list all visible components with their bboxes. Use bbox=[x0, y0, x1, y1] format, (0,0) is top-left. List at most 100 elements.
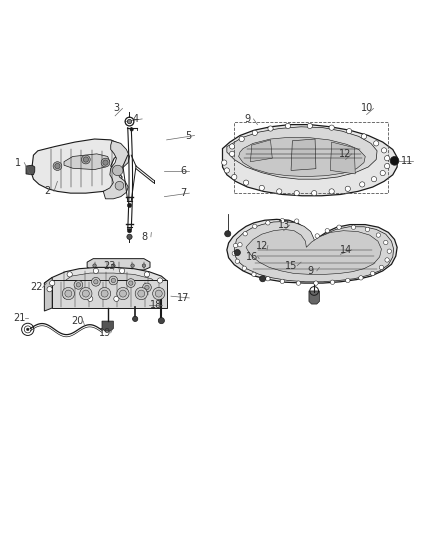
Circle shape bbox=[329, 189, 334, 194]
Circle shape bbox=[244, 180, 249, 185]
Polygon shape bbox=[330, 142, 355, 174]
Circle shape bbox=[268, 126, 273, 131]
Polygon shape bbox=[251, 140, 272, 161]
Circle shape bbox=[26, 328, 29, 330]
Circle shape bbox=[74, 280, 83, 289]
Text: 23: 23 bbox=[103, 261, 115, 271]
Circle shape bbox=[346, 128, 352, 134]
Circle shape bbox=[145, 272, 150, 277]
Circle shape bbox=[93, 264, 96, 268]
Circle shape bbox=[280, 279, 285, 284]
Circle shape bbox=[156, 288, 161, 293]
Circle shape bbox=[224, 168, 230, 173]
Circle shape bbox=[67, 272, 72, 277]
Circle shape bbox=[117, 287, 129, 300]
Circle shape bbox=[135, 287, 148, 300]
Circle shape bbox=[232, 174, 237, 180]
Circle shape bbox=[130, 128, 134, 131]
Circle shape bbox=[351, 225, 356, 229]
Circle shape bbox=[113, 165, 123, 176]
Polygon shape bbox=[26, 165, 35, 175]
Text: 12: 12 bbox=[256, 240, 268, 251]
Polygon shape bbox=[239, 138, 365, 176]
Text: 5: 5 bbox=[185, 131, 191, 141]
Circle shape bbox=[239, 136, 244, 142]
Circle shape bbox=[294, 190, 299, 196]
Circle shape bbox=[88, 296, 93, 302]
Polygon shape bbox=[65, 273, 157, 296]
Circle shape bbox=[252, 130, 258, 135]
Circle shape bbox=[127, 119, 132, 124]
Polygon shape bbox=[102, 321, 113, 331]
Circle shape bbox=[233, 244, 238, 248]
Circle shape bbox=[385, 164, 390, 169]
Circle shape bbox=[230, 144, 235, 149]
Circle shape bbox=[315, 234, 319, 238]
Circle shape bbox=[380, 171, 385, 176]
Circle shape bbox=[131, 264, 134, 268]
Circle shape bbox=[80, 287, 92, 300]
Circle shape bbox=[329, 125, 334, 130]
Polygon shape bbox=[44, 277, 52, 311]
Circle shape bbox=[142, 264, 146, 268]
Circle shape bbox=[120, 290, 127, 297]
Polygon shape bbox=[87, 259, 150, 270]
Circle shape bbox=[381, 148, 387, 153]
Text: 21: 21 bbox=[13, 313, 25, 323]
Circle shape bbox=[325, 229, 329, 233]
Circle shape bbox=[232, 251, 237, 256]
Circle shape bbox=[371, 271, 375, 276]
Circle shape bbox=[101, 158, 110, 167]
Circle shape bbox=[129, 281, 133, 285]
Text: 2: 2 bbox=[45, 187, 51, 196]
Circle shape bbox=[242, 266, 247, 270]
Circle shape bbox=[266, 221, 270, 225]
Circle shape bbox=[111, 278, 116, 282]
Circle shape bbox=[266, 277, 270, 281]
Circle shape bbox=[93, 268, 99, 273]
Text: 9: 9 bbox=[307, 266, 314, 276]
Circle shape bbox=[253, 224, 257, 229]
Circle shape bbox=[311, 190, 317, 196]
Circle shape bbox=[114, 296, 119, 302]
Circle shape bbox=[280, 219, 285, 223]
Circle shape bbox=[109, 276, 118, 285]
Circle shape bbox=[384, 240, 388, 245]
Circle shape bbox=[314, 281, 318, 285]
Circle shape bbox=[99, 287, 111, 300]
Circle shape bbox=[307, 123, 312, 128]
Circle shape bbox=[53, 161, 62, 171]
Polygon shape bbox=[44, 268, 166, 300]
Circle shape bbox=[62, 287, 74, 300]
Circle shape bbox=[81, 155, 90, 164]
Circle shape bbox=[76, 282, 81, 287]
Circle shape bbox=[127, 234, 132, 239]
Circle shape bbox=[103, 160, 108, 165]
Circle shape bbox=[243, 231, 247, 236]
Circle shape bbox=[65, 290, 72, 297]
Circle shape bbox=[360, 182, 365, 187]
Bar bbox=[234, 123, 388, 193]
Circle shape bbox=[55, 164, 60, 169]
Circle shape bbox=[359, 276, 363, 280]
Circle shape bbox=[138, 290, 145, 297]
Circle shape bbox=[112, 264, 115, 268]
Text: 20: 20 bbox=[71, 316, 83, 326]
Text: 14: 14 bbox=[339, 245, 352, 255]
Circle shape bbox=[143, 283, 151, 292]
Circle shape bbox=[260, 276, 266, 282]
Circle shape bbox=[387, 249, 392, 253]
Circle shape bbox=[127, 203, 132, 207]
Circle shape bbox=[47, 287, 52, 292]
Circle shape bbox=[222, 160, 227, 165]
Text: 18: 18 bbox=[149, 300, 162, 310]
Circle shape bbox=[390, 157, 399, 165]
Circle shape bbox=[94, 280, 98, 284]
Circle shape bbox=[234, 249, 240, 256]
Polygon shape bbox=[31, 139, 122, 193]
Circle shape bbox=[158, 318, 164, 324]
Circle shape bbox=[365, 227, 370, 231]
Circle shape bbox=[83, 157, 88, 162]
Circle shape bbox=[49, 280, 55, 286]
Circle shape bbox=[157, 278, 162, 283]
